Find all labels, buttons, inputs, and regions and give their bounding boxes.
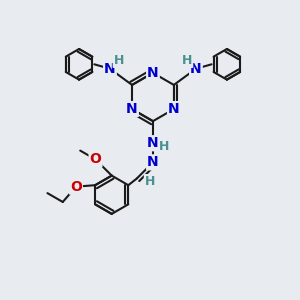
Text: N: N (147, 155, 159, 170)
Text: N: N (190, 62, 202, 76)
Text: O: O (70, 180, 82, 194)
Text: H: H (159, 140, 169, 153)
Text: H: H (182, 54, 192, 67)
Text: N: N (147, 66, 159, 80)
Text: H: H (114, 54, 124, 67)
Text: N: N (147, 136, 159, 150)
Text: N: N (126, 102, 138, 116)
Text: N: N (104, 62, 116, 76)
Text: H: H (145, 175, 155, 188)
Text: O: O (90, 152, 101, 167)
Text: N: N (168, 102, 180, 116)
